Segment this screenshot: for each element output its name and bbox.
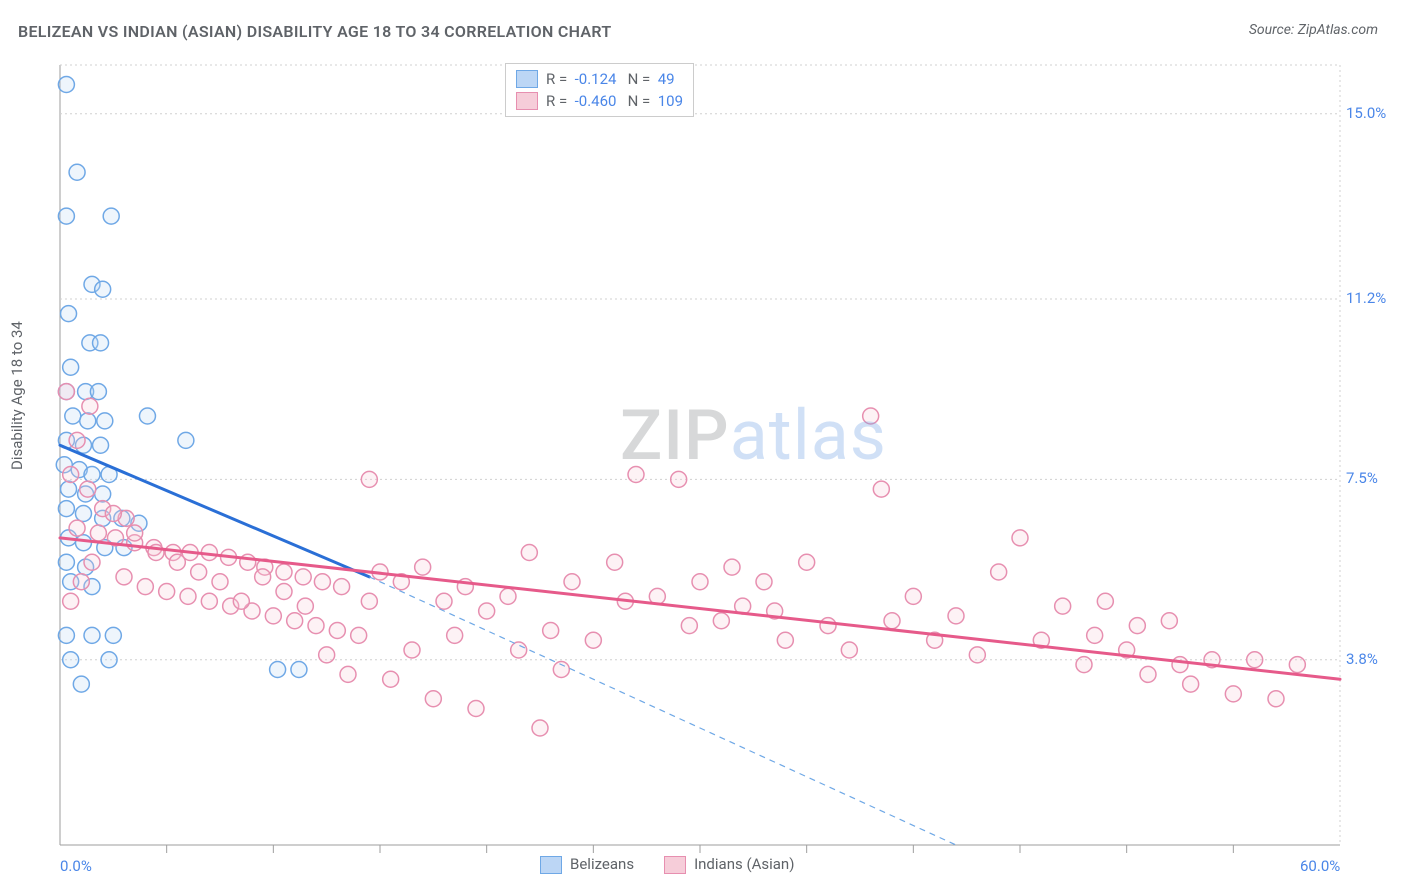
series-legend: Belizeans Indians (Asian): [540, 855, 794, 874]
y-tick-label: 7.5%: [1346, 469, 1378, 487]
y-tick-label: 3.8%: [1346, 650, 1378, 668]
y-tick-label: 15.0%: [1346, 104, 1386, 122]
legend-row-belizeans: R = -0.124 N = 49: [516, 68, 683, 90]
chart-area: ZIPatlas R = -0.124 N = 49R = -0.460 N =…: [50, 55, 1380, 855]
series-label: Indians (Asian): [694, 855, 794, 873]
source-label: Source: ZipAtlas.com: [1249, 22, 1378, 38]
legend-row-indians: R = -0.460 N = 109: [516, 90, 683, 112]
series-label: Belizeans: [570, 855, 634, 873]
series-legend-belizeans: Belizeans: [540, 855, 634, 874]
legend-swatch: [516, 70, 538, 88]
legend-stats: R = -0.124 N = 49: [546, 68, 675, 90]
correlation-legend: R = -0.124 N = 49R = -0.460 N = 109: [505, 63, 694, 117]
legend-swatch: [540, 856, 562, 874]
x-min-label: 0.0%: [60, 857, 92, 875]
legend-swatch: [664, 856, 686, 874]
y-axis-label: Disability Age 18 to 34: [8, 321, 26, 470]
chart-title: BELIZEAN VS INDIAN (ASIAN) DISABILITY AG…: [18, 22, 612, 41]
series-legend-indians: Indians (Asian): [664, 855, 794, 874]
y-tick-label: 11.2%: [1346, 289, 1386, 307]
scatter-chart: [50, 55, 1380, 855]
legend-stats: R = -0.460 N = 109: [546, 90, 683, 112]
legend-swatch: [516, 92, 538, 110]
x-max-label: 60.0%: [1300, 857, 1340, 875]
